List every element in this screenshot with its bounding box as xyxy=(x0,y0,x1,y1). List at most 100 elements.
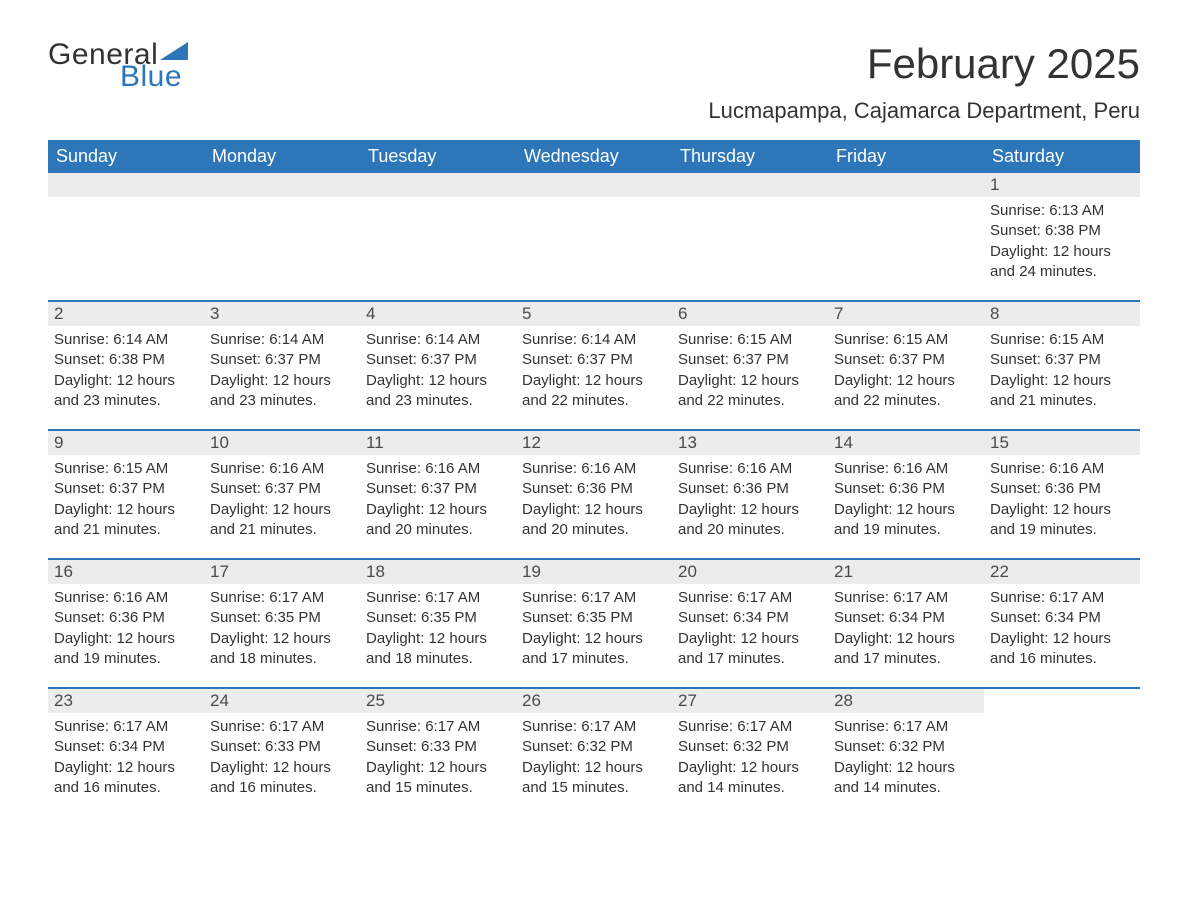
sunrise-text: Sunrise: 6:15 AM xyxy=(678,330,822,350)
day-number: 26 xyxy=(516,689,672,713)
calendar-day: 20Sunrise: 6:17 AMSunset: 6:34 PMDayligh… xyxy=(672,560,828,687)
calendar: Sunday Monday Tuesday Wednesday Thursday… xyxy=(48,140,1140,816)
daylight-text: Daylight: 12 hours and 15 minutes. xyxy=(366,758,510,799)
sunrise-text: Sunrise: 6:16 AM xyxy=(366,459,510,479)
daylight-text: Daylight: 12 hours and 16 minutes. xyxy=(990,629,1134,670)
day-number: 15 xyxy=(984,431,1140,455)
daylight-text: Daylight: 12 hours and 24 minutes. xyxy=(990,242,1134,283)
day-number: 16 xyxy=(48,560,204,584)
day-number: 27 xyxy=(672,689,828,713)
title-month-year: February 2025 xyxy=(708,40,1140,88)
dow-monday: Monday xyxy=(204,140,360,173)
day-number: 24 xyxy=(204,689,360,713)
sunset-text: Sunset: 6:37 PM xyxy=(366,479,510,499)
sunrise-text: Sunrise: 6:17 AM xyxy=(834,717,978,737)
sunset-text: Sunset: 6:35 PM xyxy=(522,608,666,628)
day-body: Sunrise: 6:15 AMSunset: 6:37 PMDaylight:… xyxy=(990,330,1134,411)
sunrise-text: Sunrise: 6:17 AM xyxy=(210,588,354,608)
sunset-text: Sunset: 6:37 PM xyxy=(990,350,1134,370)
calendar-day xyxy=(672,173,828,300)
title-block: February 2025 Lucmapampa, Cajamarca Depa… xyxy=(708,40,1140,124)
day-number: 5 xyxy=(516,302,672,326)
calendar-week: 1Sunrise: 6:13 AMSunset: 6:38 PMDaylight… xyxy=(48,173,1140,300)
daylight-text: Daylight: 12 hours and 14 minutes. xyxy=(834,758,978,799)
day-number: 14 xyxy=(828,431,984,455)
calendar-day: 18Sunrise: 6:17 AMSunset: 6:35 PMDayligh… xyxy=(360,560,516,687)
sunrise-text: Sunrise: 6:17 AM xyxy=(522,717,666,737)
day-number: 7 xyxy=(828,302,984,326)
sunset-text: Sunset: 6:38 PM xyxy=(990,221,1134,241)
day-number: 11 xyxy=(360,431,516,455)
calendar-day xyxy=(516,173,672,300)
daylight-text: Daylight: 12 hours and 23 minutes. xyxy=(54,371,198,412)
daylight-text: Daylight: 12 hours and 22 minutes. xyxy=(834,371,978,412)
calendar-day: 28 Sunrise: 6:17 AMSunset: 6:32 PMDayligh… xyxy=(828,689,984,816)
calendar-day: 11Sunrise: 6:16 AMSunset: 6:37 PMDayligh… xyxy=(360,431,516,558)
daylight-text: Daylight: 12 hours and 23 minutes. xyxy=(210,371,354,412)
day-number: 21 xyxy=(828,560,984,584)
calendar-week: 9Sunrise: 6:15 AMSunset: 6:37 PMDaylight… xyxy=(48,429,1140,558)
sunrise-text: Sunrise: 6:17 AM xyxy=(678,588,822,608)
daylight-text: Daylight: 12 hours and 19 minutes. xyxy=(834,500,978,541)
day-number: 17 xyxy=(204,560,360,584)
day-body: Sunrise: 6:15 AMSunset: 6:37 PMDaylight:… xyxy=(834,330,978,411)
calendar-day: 19Sunrise: 6:17 AMSunset: 6:35 PMDayligh… xyxy=(516,560,672,687)
calendar-day: 25Sunrise: 6:17 AMSunset: 6:33 PMDayligh… xyxy=(360,689,516,816)
sunrise-text: Sunrise: 6:16 AM xyxy=(54,588,198,608)
calendar-day: 8Sunrise: 6:15 AMSunset: 6:37 PMDaylight… xyxy=(984,302,1140,429)
daylight-text: Daylight: 12 hours and 19 minutes. xyxy=(990,500,1134,541)
sunrise-text: Sunrise: 6:16 AM xyxy=(678,459,822,479)
day-number xyxy=(828,173,984,197)
day-body: Sunrise: 6:14 AMSunset: 6:37 PMDaylight:… xyxy=(210,330,354,411)
calendar-day: 21 Sunrise: 6:17 AMSunset: 6:34 PMDayligh… xyxy=(828,560,984,687)
day-of-week-header: Sunday Monday Tuesday Wednesday Thursday… xyxy=(48,140,1140,173)
day-number: 23 xyxy=(48,689,204,713)
day-body: Sunrise: 6:16 AMSunset: 6:36 PMDaylight:… xyxy=(522,459,666,540)
calendar-day: 12Sunrise: 6:16 AMSunset: 6:36 PMDayligh… xyxy=(516,431,672,558)
day-number xyxy=(516,173,672,197)
day-body: Sunrise: 6:16 AMSunset: 6:36 PMDaylight:… xyxy=(54,588,198,669)
sunset-text: Sunset: 6:37 PM xyxy=(210,350,354,370)
calendar-day: 2Sunrise: 6:14 AMSunset: 6:38 PMDaylight… xyxy=(48,302,204,429)
sunrise-text: Sunrise: 6:16 AM xyxy=(210,459,354,479)
day-body: Sunrise: 6:16 AMSunset: 6:37 PMDaylight:… xyxy=(210,459,354,540)
calendar-day: 22Sunrise: 6:17 AMSunset: 6:34 PMDayligh… xyxy=(984,560,1140,687)
title-location: Lucmapampa, Cajamarca Department, Peru xyxy=(708,98,1140,124)
dow-friday: Friday xyxy=(828,140,984,173)
daylight-text: Daylight: 12 hours and 22 minutes. xyxy=(678,371,822,412)
header: General Blue February 2025 Lucmapampa, C… xyxy=(48,40,1140,124)
sunset-text: Sunset: 6:34 PM xyxy=(990,608,1134,628)
day-number: 25 xyxy=(360,689,516,713)
calendar-day: 7 Sunrise: 6:15 AMSunset: 6:37 PMDaylight… xyxy=(828,302,984,429)
sunset-text: Sunset: 6:36 PM xyxy=(522,479,666,499)
sunset-text: Sunset: 6:36 PM xyxy=(54,608,198,628)
day-number xyxy=(672,173,828,197)
sunset-text: Sunset: 6:34 PM xyxy=(678,608,822,628)
sunset-text: Sunset: 6:33 PM xyxy=(366,737,510,757)
calendar-day xyxy=(828,173,984,300)
day-body: Sunrise: 6:17 AMSunset: 6:34 PMDaylight:… xyxy=(834,588,978,669)
sunrise-text: Sunrise: 6:14 AM xyxy=(522,330,666,350)
day-body: Sunrise: 6:17 AMSunset: 6:32 PMDaylight:… xyxy=(678,717,822,798)
daylight-text: Daylight: 12 hours and 19 minutes. xyxy=(54,629,198,670)
day-number: 28 xyxy=(828,689,984,713)
sunrise-text: Sunrise: 6:14 AM xyxy=(54,330,198,350)
sunrise-text: Sunrise: 6:15 AM xyxy=(990,330,1134,350)
day-number xyxy=(48,173,204,197)
brand-logo: General Blue xyxy=(48,40,188,92)
weeks-container: 1Sunrise: 6:13 AMSunset: 6:38 PMDaylight… xyxy=(48,173,1140,816)
daylight-text: Daylight: 12 hours and 22 minutes. xyxy=(522,371,666,412)
sunrise-text: Sunrise: 6:15 AM xyxy=(54,459,198,479)
day-number: 6 xyxy=(672,302,828,326)
calendar-day: 9Sunrise: 6:15 AMSunset: 6:37 PMDaylight… xyxy=(48,431,204,558)
day-number: 3 xyxy=(204,302,360,326)
sunrise-text: Sunrise: 6:15 AM xyxy=(834,330,978,350)
day-number: 1 xyxy=(984,173,1140,197)
daylight-text: Daylight: 12 hours and 21 minutes. xyxy=(990,371,1134,412)
calendar-day xyxy=(48,173,204,300)
calendar-day: 3 Sunrise: 6:14 AMSunset: 6:37 PMDaylight… xyxy=(204,302,360,429)
calendar-day xyxy=(360,173,516,300)
daylight-text: Daylight: 12 hours and 23 minutes. xyxy=(366,371,510,412)
sunset-text: Sunset: 6:32 PM xyxy=(834,737,978,757)
calendar-week: 2Sunrise: 6:14 AMSunset: 6:38 PMDaylight… xyxy=(48,300,1140,429)
